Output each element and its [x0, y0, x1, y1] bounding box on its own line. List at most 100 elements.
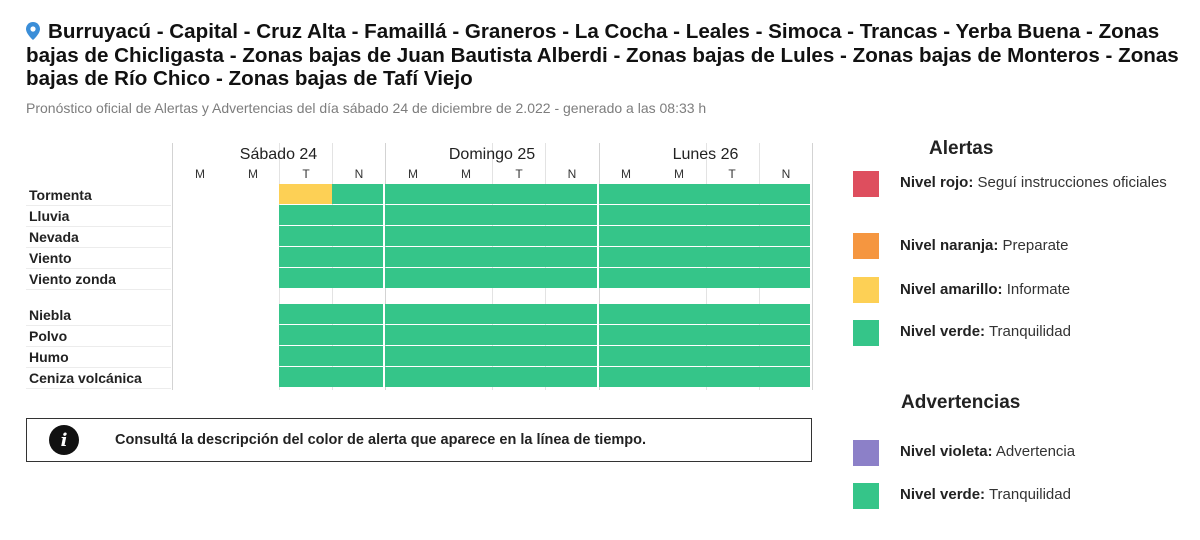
legend-level: Nivel amarillo: — [900, 281, 1003, 298]
warning-cell-verde — [492, 325, 545, 345]
row-label-ceniza-volcanica: Ceniza volcánica — [29, 370, 142, 386]
alert-cell-verde — [759, 184, 810, 204]
alert-cell-verde — [759, 268, 810, 288]
row-label-nevada: Nevada — [29, 229, 79, 245]
slot-label: N — [781, 167, 791, 181]
warning-cell-verde — [599, 367, 652, 387]
alert-cell-verde — [545, 247, 597, 267]
alert-cell-verde — [332, 268, 383, 288]
alert-cell-verde — [545, 205, 597, 225]
warning-cell-verde — [279, 304, 332, 324]
alert-cell-verde — [759, 247, 810, 267]
row-label-lluvia: Lluvia — [29, 208, 70, 224]
row-label-tormenta: Tormenta — [29, 187, 92, 203]
alert-cell-verde — [599, 226, 652, 246]
alert-cell-verde — [759, 205, 810, 225]
alert-cell-verde — [492, 205, 545, 225]
row-separator — [26, 367, 171, 368]
warning-cell-verde — [439, 325, 492, 345]
slot-label: M — [195, 167, 205, 181]
legend-item-rojo: Nivel rojo: Seguí instrucciones oficiale… — [900, 171, 1190, 195]
row-label-polvo: Polvo — [29, 328, 68, 344]
row-separator — [26, 289, 171, 290]
page-title: Burruyacú - Capital - Cruz Alta - Famail… — [26, 20, 1186, 91]
info-box: i Consultá la descripción del color de a… — [26, 418, 812, 462]
alert-cell-verde — [492, 268, 545, 288]
legend-desc: Preparate — [1002, 237, 1069, 254]
swatch-rojo — [853, 171, 879, 197]
warning-cell-verde — [545, 346, 597, 366]
legend-desc: Advertencia — [995, 443, 1076, 460]
slot-label: T — [302, 167, 310, 181]
legend-desc: Informate — [1006, 281, 1071, 298]
alert-cell-verde — [439, 205, 492, 225]
legend-level: Nivel violeta: — [900, 443, 993, 460]
legend-level: Nivel naranja: — [900, 237, 999, 254]
alert-cell-verde — [492, 226, 545, 246]
legend-item-violeta: Nivel violeta: Advertencia — [900, 440, 1190, 464]
alert-cell-verde — [332, 247, 383, 267]
alert-cell-verde — [652, 205, 706, 225]
alert-cell-verde — [652, 184, 706, 204]
warning-cell-verde — [706, 367, 759, 387]
warning-cell-verde — [599, 346, 652, 366]
info-icon: i — [49, 425, 79, 455]
warning-cell-verde — [706, 325, 759, 345]
warning-cell-verde — [332, 304, 383, 324]
alert-cell-verde — [706, 226, 759, 246]
warning-cell-verde — [492, 346, 545, 366]
legend-desc: Tranquilidad — [988, 323, 1071, 340]
warning-cell-verde — [492, 304, 545, 324]
warning-cell-verde — [439, 304, 492, 324]
warning-cell-verde — [385, 367, 439, 387]
page-title-text: Burruyacú - Capital - Cruz Alta - Famail… — [26, 20, 1179, 90]
alert-cell-verde — [652, 226, 706, 246]
swatch-violeta — [853, 440, 879, 466]
alert-cell-verde — [279, 268, 332, 288]
header: Burruyacú - Capital - Cruz Alta - Famail… — [26, 20, 1186, 116]
alert-cell-verde — [652, 268, 706, 288]
warning-cell-verde — [279, 346, 332, 366]
alert-cell-verde — [385, 184, 439, 204]
row-label-viento: Viento — [29, 250, 72, 266]
info-text: Consultá la descripción del color de ale… — [115, 432, 647, 448]
row-separator — [26, 325, 171, 326]
warning-cell-verde — [332, 367, 383, 387]
warning-cell-verde — [545, 325, 597, 345]
warning-cell-verde — [652, 367, 706, 387]
warning-cell-verde — [706, 346, 759, 366]
warning-cell-verde — [545, 304, 597, 324]
alert-cell-verde — [706, 184, 759, 204]
slot-label: M — [674, 167, 684, 181]
alert-cell-verde — [279, 226, 332, 246]
legend-item-amarillo: Nivel amarillo: Informate — [900, 278, 1190, 302]
alert-cell-verde — [545, 184, 597, 204]
alert-cell-verde — [332, 205, 383, 225]
slot-label: N — [567, 167, 577, 181]
alert-cell-verde — [599, 268, 652, 288]
swatch-verde-alerta — [853, 320, 879, 346]
warning-cell-verde — [652, 304, 706, 324]
warning-cell-verde — [279, 325, 332, 345]
day-header-domingo: Domingo 25 — [448, 146, 536, 163]
slot-label: N — [354, 167, 364, 181]
alert-cell-verde — [599, 247, 652, 267]
alert-cell-verde — [279, 247, 332, 267]
alert-cell-verde — [545, 226, 597, 246]
warning-cell-verde — [759, 325, 810, 345]
alert-cell-verde — [279, 205, 332, 225]
swatch-verde-advertencia — [853, 483, 879, 509]
warning-cell-verde — [759, 304, 810, 324]
alert-cell-verde — [385, 268, 439, 288]
legend-advertencias-title: Advertencias — [901, 392, 1021, 413]
alert-cell-verde — [599, 205, 652, 225]
legend-level: Nivel verde: — [900, 323, 986, 340]
grid-divider — [172, 143, 173, 390]
alert-cell-verde — [706, 247, 759, 267]
alert-cell-verde — [385, 247, 439, 267]
alert-cell-amarillo — [279, 184, 332, 204]
alert-cell-verde — [652, 247, 706, 267]
warning-cell-verde — [599, 304, 652, 324]
slot-label: M — [408, 167, 418, 181]
alert-cell-verde — [332, 184, 383, 204]
